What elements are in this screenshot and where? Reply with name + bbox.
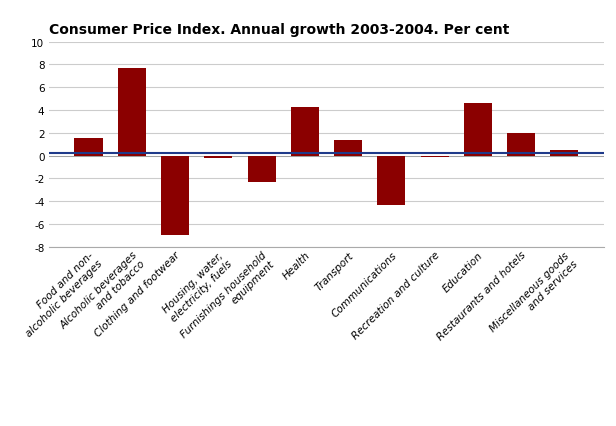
Bar bbox=[161, 156, 189, 236]
Bar bbox=[248, 156, 275, 182]
Text: Consumer Price Index. Annual growth 2003-2004. Per cent: Consumer Price Index. Annual growth 2003… bbox=[49, 23, 509, 37]
Bar bbox=[507, 133, 535, 156]
Bar bbox=[421, 156, 448, 157]
Bar bbox=[118, 69, 146, 156]
Bar bbox=[464, 104, 492, 156]
Bar bbox=[334, 140, 362, 156]
Bar bbox=[378, 156, 405, 205]
Bar bbox=[550, 150, 578, 156]
Bar bbox=[291, 107, 319, 156]
Bar bbox=[75, 139, 103, 156]
Bar bbox=[205, 156, 232, 158]
